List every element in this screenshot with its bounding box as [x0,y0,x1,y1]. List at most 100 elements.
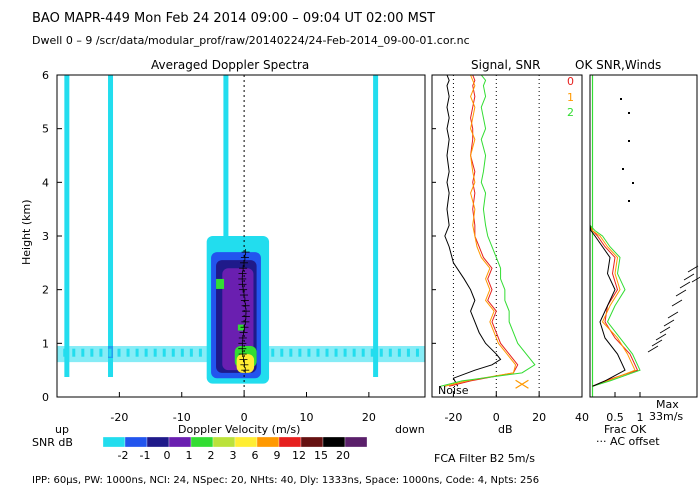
clutter-tick [397,348,401,357]
snr-x-tick-label: 40 [575,411,589,424]
ok-series-1 [589,225,636,387]
clutter-tick [298,348,302,357]
clutter-tick [316,348,320,357]
colorbar-swatch [234,436,258,448]
snr-series-green [440,74,536,387]
colorbar-swatch [300,436,324,448]
ok-series-0 [589,225,639,387]
x-tick-label: -20 [110,411,128,424]
up-label: up [55,423,69,436]
clutter-tick [189,348,193,357]
colorbar-swatch [278,436,302,448]
wind-dot [632,182,634,184]
interference-line [108,75,114,377]
colorbar-swatch [168,436,192,448]
frac-ok-label: Frac OK [604,423,647,436]
clutter-tick [289,348,293,357]
wind-barb [675,289,687,297]
clutter-tick [153,348,157,357]
header-title: BAO MAPR-449 Mon Feb 24 2014 09:00 – 09:… [32,11,436,26]
colorbar-swatch [190,436,214,448]
wind-dot [620,98,622,100]
winds-panel: 0.5 1 [589,74,700,424]
legend-0: 0 [567,75,574,88]
y-tick-label: 1 [42,337,49,350]
colorbar-tick-label: 15 [314,449,328,462]
y-tick-label: 2 [42,284,49,297]
clutter-tick [72,348,76,357]
clutter-tick [271,348,275,357]
header-file-path: Dwell 0 – 9 /scr/data/modular_prof/raw/2… [32,34,470,47]
down-label: down [395,423,425,436]
x-tick-label: 20 [362,411,376,424]
max-label: Max [656,398,679,411]
clutter-tick [343,348,347,357]
snr-x-tick-label: 0 [493,411,500,424]
colorbar-swatch [146,436,170,448]
ok-series-2 [589,224,641,387]
colorbar-tick-label: 9 [274,449,281,462]
colorbar-tick-label: 3 [230,449,237,462]
noise-label: Noise [438,384,469,397]
clutter-tick [388,348,392,357]
colorbar-tick-label: 12 [292,449,306,462]
clutter-tick [370,348,374,357]
wind-barb [663,319,675,327]
ok-x-tick-label: 0.5 [606,411,624,424]
clutter-tick [135,348,139,357]
wind-dot [628,140,630,142]
wind-barb [655,333,667,341]
colorbar-swatch [124,436,148,448]
clutter-tick [334,348,338,357]
snr-x-tick-label: -20 [444,411,462,424]
noise-marker [515,379,529,389]
wind-barb [691,276,700,283]
wind-barb [647,345,659,353]
winds-title: OK SNR,Winds [575,58,662,72]
clutter-tick [361,348,365,357]
clutter-tick [280,348,284,357]
snr-panel: -20 0 20 40 [431,74,589,424]
signal-contour [236,354,255,373]
db-label: dB [498,423,513,436]
y-tick-label: 5 [42,123,49,136]
wind-barb [687,265,699,273]
interference-line [373,75,379,377]
ok-series-black [589,225,626,387]
clutter-tick [180,348,184,357]
wind-barb [651,339,663,347]
clutter-tick [307,348,311,357]
colorbar-tick-label: 2 [208,449,215,462]
legend-2: 2 [567,106,574,119]
signal-spot [216,278,225,289]
interference-line [64,75,70,377]
wind-dot [628,112,630,114]
colorbar-tick-label: 1 [186,449,193,462]
wind-barb [659,326,671,334]
x-tick-label: 0 [241,411,248,424]
snr-x-tick-label: 20 [532,411,546,424]
winds-frame [589,74,698,398]
clutter-tick [117,348,121,357]
clutter-tick [171,348,175,357]
wind-barb [679,281,691,289]
spectra-panel: -20 -10 0 10 20 0 1 2 3 4 5 6 [42,69,426,424]
wind-barb [671,299,683,307]
clutter-tick [198,348,202,357]
colorbar-swatch [322,436,346,448]
clutter-tick [99,348,103,357]
radar-params: IPP: 60μs, PW: 1000ns, NCI: 24, NSpec: 2… [32,475,540,486]
wind-barb [667,311,679,319]
signal-contour [222,268,254,371]
snr-series-black [444,74,502,387]
clutter-tick [108,348,112,357]
interference-line [223,75,229,377]
clutter-tick [81,348,85,357]
clutter-tick [90,348,94,357]
colorbar: -2 -1 0 1 2 3 6 9 12 15 20 [102,436,368,462]
colorbar-tick-label: 6 [252,449,259,462]
colorbar-swatch [102,436,126,448]
ac-offset-label: ··· AC offset [596,435,660,448]
clutter-tick [162,348,166,357]
